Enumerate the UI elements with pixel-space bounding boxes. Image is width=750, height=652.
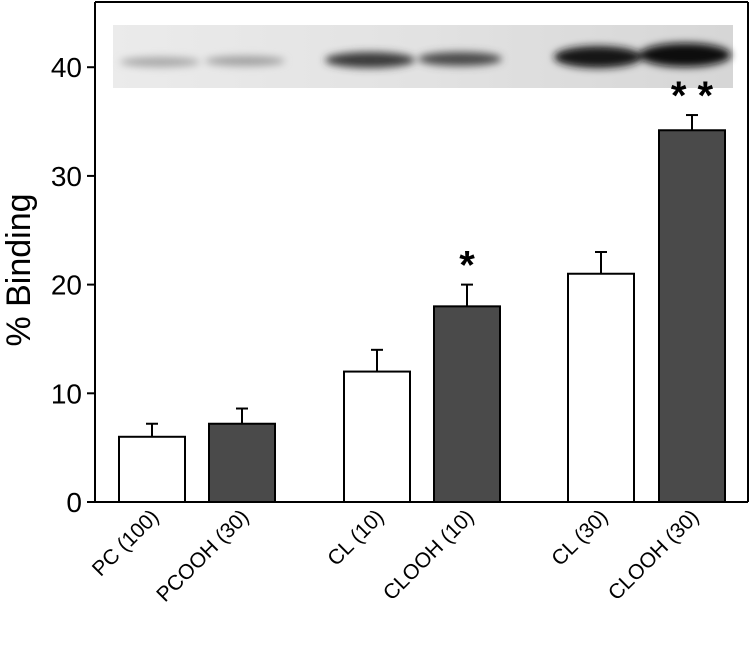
y-axis-label: % Binding <box>0 193 38 346</box>
y-tick-label: 40 <box>51 52 82 83</box>
x-tick-label: CL (10) <box>323 505 388 570</box>
bar <box>658 129 726 503</box>
y-tick-label: 20 <box>51 270 82 301</box>
y-tick-label: 0 <box>66 487 82 518</box>
x-tick-label: CLOOH (10) <box>379 505 479 605</box>
y-tick-label: 30 <box>51 161 82 192</box>
bar <box>118 435 186 504</box>
x-tick-label: PC (100) <box>88 505 164 581</box>
western-blot <box>113 25 733 88</box>
x-tick-label: CLOOH (30) <box>604 505 704 605</box>
bar <box>433 305 501 504</box>
bar <box>343 370 411 503</box>
bar <box>208 422 276 504</box>
bar <box>567 272 635 503</box>
significance-marker: * * <box>671 74 714 118</box>
significance-marker: * <box>459 244 475 288</box>
x-tick-label: CL (30) <box>547 505 612 570</box>
x-tick-label: PCOOH (30) <box>152 505 253 606</box>
y-tick-label: 10 <box>51 378 82 409</box>
